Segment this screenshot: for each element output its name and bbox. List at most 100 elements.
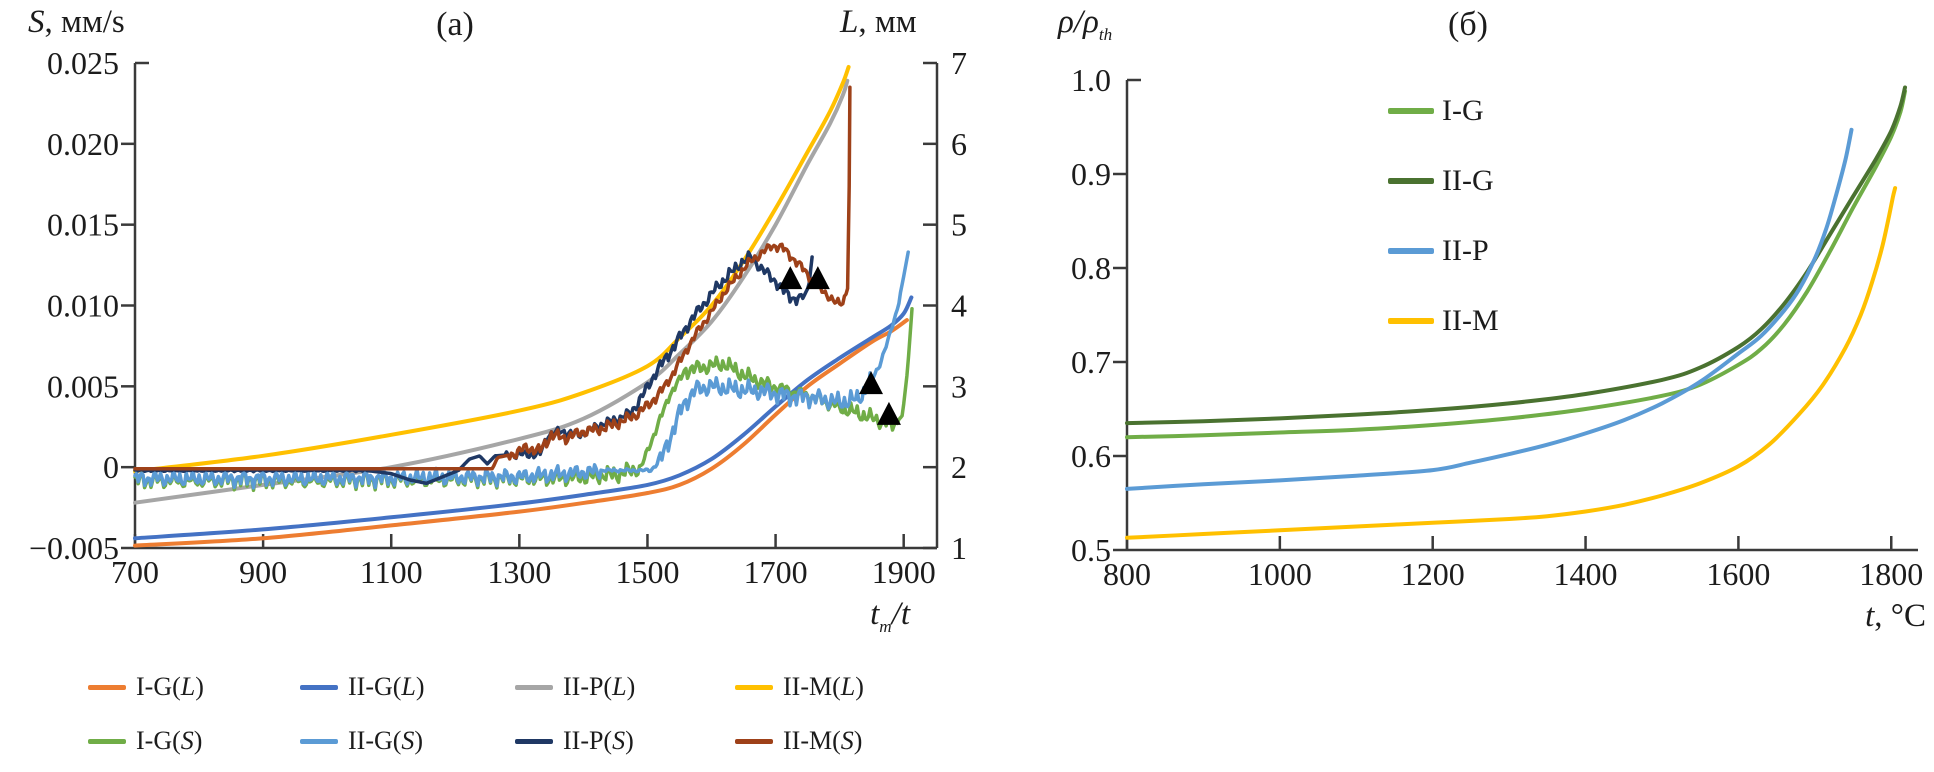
series-II-G(L) — [133, 295, 914, 541]
series-II-M — [1125, 186, 1898, 540]
axis-symbol: /t — [891, 596, 910, 632]
axis-units: , мм — [858, 4, 917, 40]
series-II-G(S) — [133, 250, 910, 490]
x-tick-label: 1500 — [615, 554, 679, 590]
legend-label: II-P(S) — [563, 726, 634, 755]
endpoint-marker-triangle — [876, 401, 901, 425]
panel-b-x-axis-title: t, °C — [1770, 598, 1926, 635]
endpoint-marker-triangle — [859, 371, 884, 395]
y-tick-label: 0.010 — [47, 288, 119, 324]
x-tick-label: 1100 — [360, 554, 423, 590]
y2-tick-label: 5 — [951, 207, 967, 243]
x-tick-label: 1000 — [1248, 556, 1312, 592]
y2-tick-label: 6 — [951, 126, 967, 162]
legend-label: I-G(L) — [136, 672, 204, 701]
x-tick-label: 1400 — [1554, 556, 1618, 592]
legend-swatch — [515, 738, 553, 744]
y-tick-label: 0.9 — [1071, 156, 1111, 192]
y2-tick-label: 2 — [951, 449, 967, 485]
y2-tick-label: 7 — [951, 45, 967, 81]
y-tick-label: 0.025 — [47, 45, 119, 81]
panel-b-legend: I-G II-G II-P II-M — [1388, 94, 1499, 374]
y-tick-label: 0.7 — [1071, 344, 1111, 380]
x-tick-label: 1900 — [872, 554, 936, 590]
legend-item-II-M(L): II-M(L) — [735, 672, 864, 702]
panel-a-x-axis-title: tm/t — [760, 596, 910, 639]
legend-label: II-P — [1442, 234, 1489, 267]
legend-swatch — [1388, 178, 1434, 184]
endpoint-marker-triangle — [778, 266, 803, 290]
y-tick-label: 0.005 — [47, 368, 119, 404]
y2-tick-label: 3 — [951, 368, 967, 404]
legend-item-II-G: II-G — [1388, 164, 1499, 198]
legend-item-II-G(S): II-G(S) — [300, 726, 423, 756]
series-II-P(S) — [133, 250, 814, 486]
legend-item-II-P(L): II-P(L) — [515, 672, 635, 702]
legend-label: I-G(S) — [136, 726, 203, 755]
legend-label: II-M(S) — [783, 726, 863, 755]
axis-units: , °C — [1874, 598, 1926, 634]
x-tick-label: 1200 — [1401, 556, 1465, 592]
legend-label: II-G(L) — [348, 672, 425, 701]
y2-tick-label: 4 — [951, 288, 967, 324]
series-I-G(L) — [133, 318, 909, 548]
series-II-G — [1125, 85, 1907, 426]
legend-label: II-G(S) — [348, 726, 424, 755]
y-tick-label: 0.6 — [1071, 438, 1111, 474]
x-tick-label: 700 — [111, 554, 159, 590]
legend-label: II-M — [1442, 304, 1499, 337]
legend-item-II-M: II-M — [1388, 304, 1499, 338]
legend-item-II-G(L): II-G(L) — [300, 672, 425, 702]
series-II-M(S) — [133, 85, 852, 471]
axis-subscript: th — [1098, 24, 1113, 44]
legend-label: II-G — [1442, 164, 1494, 197]
legend-label: II-P(L) — [563, 672, 636, 701]
x-tick-label: 1300 — [487, 554, 551, 590]
axis-symbol: t — [1865, 598, 1875, 634]
legend-swatch — [1388, 318, 1434, 324]
legend-item-II-P(S): II-P(S) — [515, 726, 634, 756]
legend-item-I-G(S): I-G(S) — [88, 726, 202, 756]
legend-item-I-G(L): I-G(L) — [88, 672, 204, 702]
panel-a-legend: I-G(L) II-G(L) II-P(L) II-M(L) I-G(S) II-G(S)… — [0, 672, 960, 772]
legend-swatch — [88, 738, 126, 744]
legend-label: I-G — [1442, 94, 1484, 127]
y-tick-label: 0.5 — [1071, 532, 1111, 568]
axis-symbol: S — [28, 4, 45, 40]
endpoint-marker-triangle — [805, 266, 830, 290]
axis-symbol: t — [870, 596, 880, 632]
series-I-G — [1125, 89, 1907, 440]
x-tick-label: 1600 — [1706, 556, 1770, 592]
y-tick-label: 0 — [103, 449, 119, 485]
x-tick-label: 1700 — [744, 554, 808, 590]
legend-swatch — [735, 738, 773, 744]
legend-swatch — [1388, 248, 1434, 254]
legend-swatch — [300, 738, 338, 744]
axis-units: , мм/s — [44, 4, 125, 40]
legend-swatch — [300, 684, 338, 690]
y-tick-label: −0.005 — [29, 530, 119, 566]
panel-a-title: (а) — [436, 6, 474, 43]
axis-subscript: m — [879, 616, 892, 636]
x-tick-label: 1800 — [1859, 556, 1923, 592]
legend-swatch — [735, 684, 773, 690]
y-tick-label: 0.020 — [47, 126, 119, 162]
axis-symbol: ρ/ρ — [1058, 4, 1099, 40]
panel-a-right-axis-title: L, мм — [840, 4, 917, 41]
x-tick-label: 900 — [239, 554, 287, 590]
legend-item-I-G: I-G — [1388, 94, 1499, 128]
series-II-P — [1125, 127, 1854, 491]
legend-swatch — [1388, 108, 1434, 114]
y-tick-label: 1.0 — [1071, 62, 1111, 98]
legend-item-II-M(S): II-M(S) — [735, 726, 862, 756]
axis-symbol: L — [840, 4, 859, 40]
panel-a-left-axis-title: S, мм/s — [28, 4, 125, 41]
legend-item-II-P: II-P — [1388, 234, 1499, 268]
panel-b-y-axis-title: ρ/ρth — [1058, 4, 1112, 47]
y-tick-label: 0.015 — [47, 207, 119, 243]
x-tick-label: 800 — [1103, 556, 1151, 592]
legend-label: II-M(L) — [783, 672, 864, 701]
y-tick-label: 0.8 — [1071, 250, 1111, 286]
